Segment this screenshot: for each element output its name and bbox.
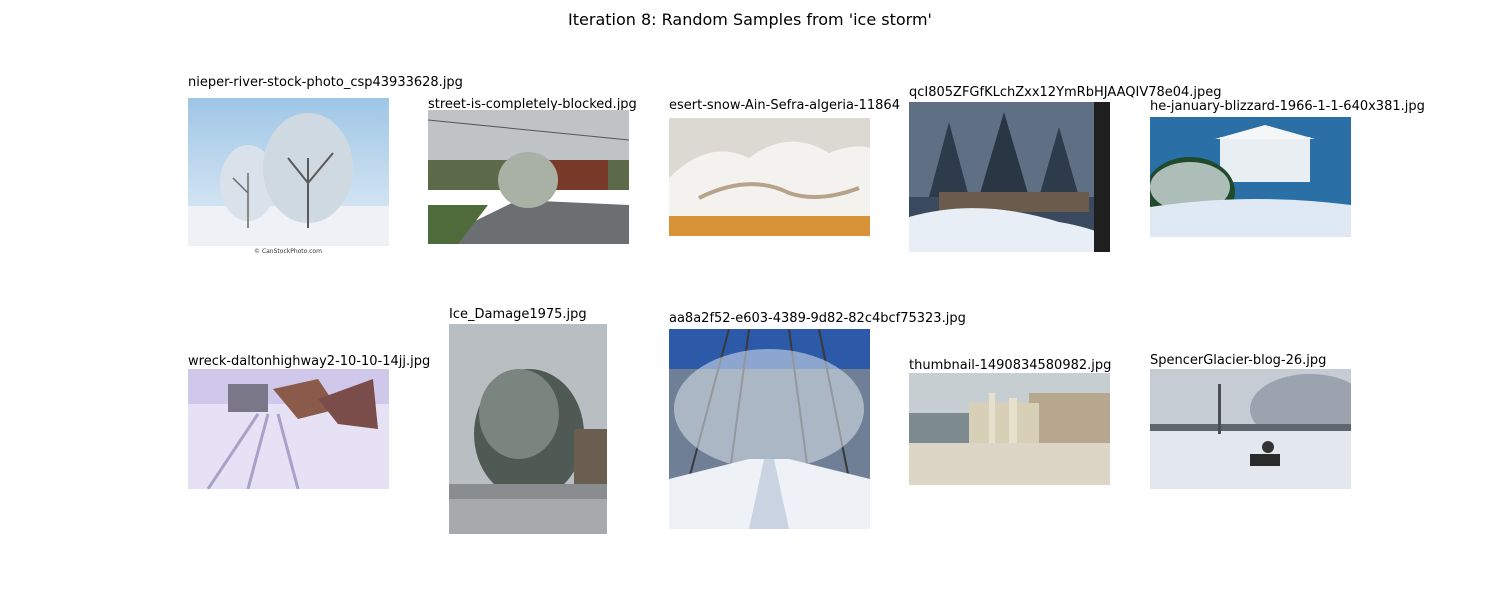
sample-image-10 <box>1150 369 1351 489</box>
sample-caption-8: aa8a2f52-e603-4389-9d82-82c4bcf75323.jpg <box>669 311 966 326</box>
sample-caption-1: nieper-river-stock-photo_csp43933628.jpg <box>188 75 463 90</box>
sample-image-6 <box>188 369 389 489</box>
sample-image-1: © CanStockPhoto.com <box>188 98 389 256</box>
sample-image-2 <box>428 110 629 244</box>
sample-caption-9: thumbnail-1490834580982.jpg <box>909 358 1112 373</box>
sample-caption-4: qcI805ZFGfKLchZxx12YmRbHJAAQIV78e04.jpeg <box>909 85 1222 100</box>
sample-image-3 <box>669 118 870 236</box>
sample-caption-10: SpencerGlacier-blog-26.jpg <box>1150 353 1327 368</box>
figure-title: Iteration 8: Random Samples from 'ice st… <box>568 10 932 29</box>
sample-image-5 <box>1150 117 1351 237</box>
sample-image-9 <box>909 373 1110 485</box>
sample-caption-5: he-january-blizzard-1966-1-1-640x381.jpg <box>1150 99 1425 114</box>
sample-caption-2: street-is-completely-blocked.jpg <box>428 97 637 112</box>
sample-caption-3: esert-snow-Ain-Sefra-algeria-11864 <box>669 98 900 113</box>
watermark-text: © CanStockPhoto.com <box>254 248 322 255</box>
sample-image-7 <box>449 324 607 534</box>
sample-caption-6: wreck-daltonhighway2-10-10-14jj.jpg <box>188 354 431 369</box>
sample-image-4 <box>909 102 1110 252</box>
sample-image-8 <box>669 329 870 529</box>
sample-caption-7: Ice_Damage1975.jpg <box>449 307 587 322</box>
